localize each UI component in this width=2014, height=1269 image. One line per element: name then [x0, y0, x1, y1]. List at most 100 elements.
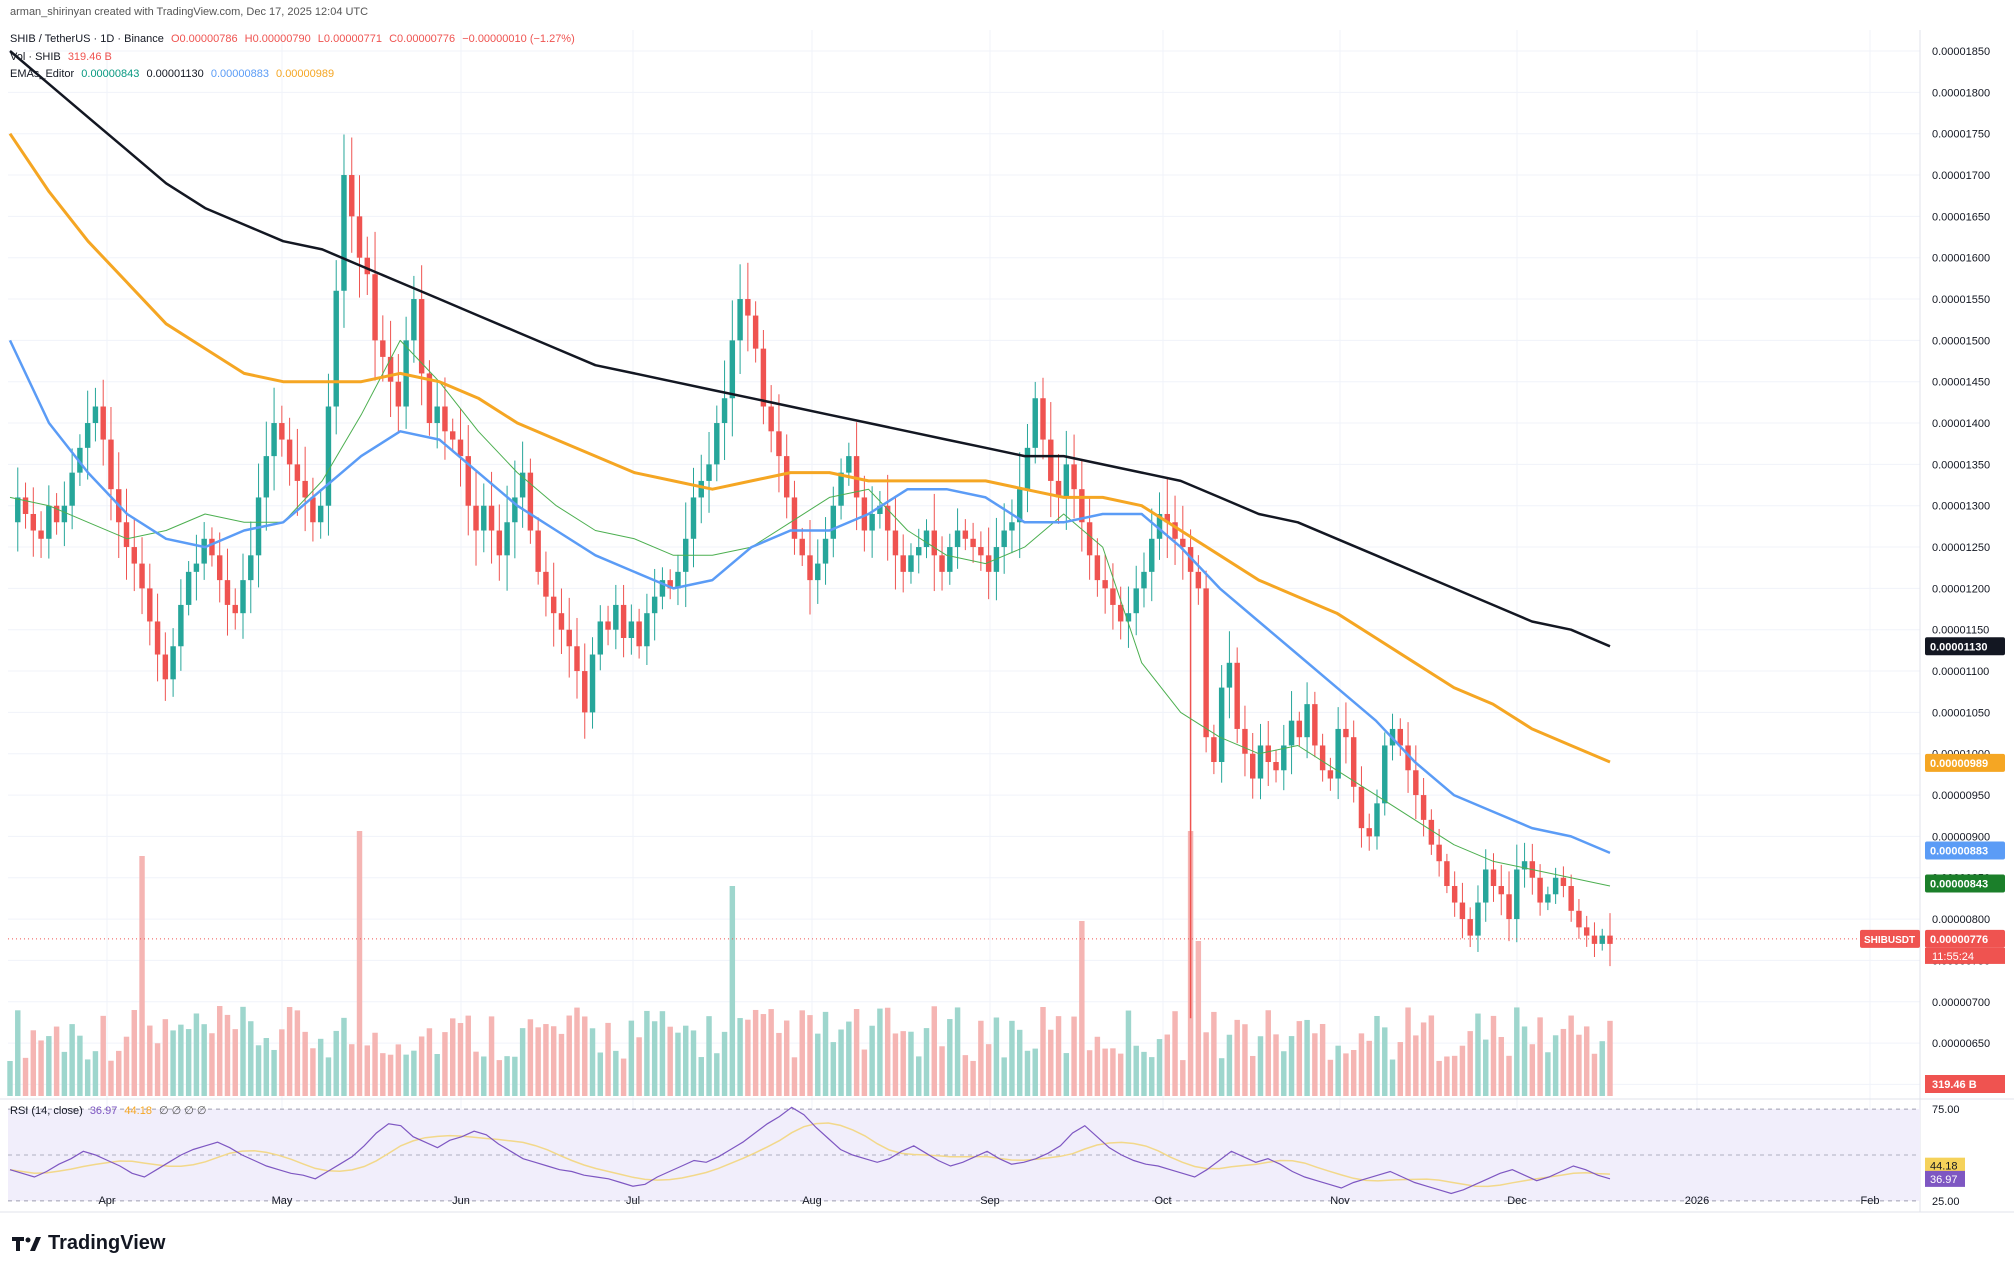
candle-body — [721, 398, 728, 424]
price-tag — [1925, 637, 2005, 656]
candle-body — [1343, 728, 1349, 738]
volume-bar — [1397, 1042, 1404, 1096]
candle-body — [675, 571, 681, 589]
candle-body — [1125, 613, 1132, 622]
time-axis-label: Dec — [1507, 1195, 1527, 1207]
price-axis-label: 0.00001750 — [1932, 129, 1990, 141]
time-axis-label: Oct — [1154, 1195, 1171, 1207]
volume-bar — [1009, 1020, 1015, 1096]
price-axis-label: 0.00001450 — [1932, 377, 1990, 389]
candle-body — [154, 621, 161, 655]
volume-bar — [1071, 1016, 1077, 1096]
symbol-title[interactable]: SHIB / TetherUS · 1D · Binance — [10, 33, 164, 45]
candles — [15, 134, 1613, 1019]
candle-body — [131, 547, 137, 564]
rsi-value-tag — [1925, 1170, 1965, 1187]
volume-bar — [527, 1019, 534, 1096]
ema-value-1: 0.00000843 — [81, 68, 140, 80]
candle-body — [1296, 720, 1303, 738]
candle-body — [830, 505, 837, 539]
rsi-ma-tag — [1925, 1157, 1965, 1174]
candle-body — [916, 547, 922, 556]
volume-bar — [1576, 1034, 1582, 1096]
volume-label[interactable]: Vol · SHIB — [10, 51, 61, 63]
candle-body — [1490, 869, 1497, 887]
candle-body — [745, 299, 751, 316]
price-axis-label: 0.00001500 — [1932, 335, 1990, 347]
volume-bar — [248, 1021, 254, 1096]
volume-bar — [310, 1048, 316, 1096]
candle-body — [473, 505, 479, 531]
volume-bar — [1327, 1059, 1334, 1096]
volume-bar — [418, 1036, 425, 1096]
volume-bar — [131, 1010, 137, 1096]
volume-bar — [1055, 1016, 1062, 1096]
volume-bar — [698, 1057, 704, 1096]
tradingview-logo[interactable]: TradingView — [12, 1232, 165, 1255]
volume-bar — [535, 1027, 541, 1096]
candle-body — [729, 340, 736, 399]
candle-body — [613, 604, 619, 630]
candle-body — [92, 406, 99, 424]
candle-body — [838, 472, 844, 506]
volume-bar — [317, 1038, 324, 1096]
rsi-label[interactable]: RSI (14, close) — [10, 1105, 83, 1117]
candle-body — [698, 480, 704, 498]
volume-bar — [1265, 1010, 1271, 1096]
candle-body — [170, 646, 176, 680]
price-tag — [1925, 874, 2005, 893]
time-axis-label: 2026 — [1685, 1195, 1709, 1207]
volume-bar — [333, 1030, 339, 1096]
volume-bar — [1040, 1007, 1046, 1096]
volume-bar — [776, 1032, 782, 1096]
volume-legend: Vol · SHIB 319.46 B — [10, 51, 116, 63]
volume-bar — [147, 1025, 153, 1096]
volume-bar — [185, 1029, 192, 1096]
volume-bar — [108, 1060, 114, 1096]
volume-bar — [302, 1031, 308, 1096]
candle-body — [1413, 770, 1419, 796]
volume-bar — [947, 1019, 953, 1096]
price-tag-value: 0.00000843 — [1930, 879, 1988, 891]
candle-body — [527, 472, 534, 531]
volume-bar — [1350, 1050, 1357, 1096]
candle-body — [776, 431, 782, 457]
volume-bar — [1242, 1024, 1248, 1096]
price-axis-label: 0.00001600 — [1932, 253, 1990, 265]
volume-bar — [737, 1018, 743, 1096]
candle-body — [1187, 547, 1194, 572]
volume-bar — [1250, 1055, 1256, 1096]
volume-bar — [341, 1017, 347, 1096]
time-axis-label: Nov — [1330, 1195, 1350, 1207]
volume-bar — [61, 1051, 68, 1096]
candle-body — [325, 406, 332, 506]
symbol-tag — [1860, 929, 1920, 948]
candle-body — [1102, 580, 1108, 589]
candle-body — [481, 505, 487, 531]
emas-label[interactable]: EMAs_Editor — [10, 68, 75, 80]
candle-body — [1467, 919, 1473, 936]
volume-bar — [846, 1021, 852, 1096]
candle-body — [667, 580, 673, 589]
price-axis-label: 0.00001100 — [1932, 666, 1989, 678]
volume-bar — [22, 1057, 29, 1096]
ohlc-high: H0.00000790 — [244, 33, 311, 45]
candle-body — [799, 538, 805, 556]
volume-bar — [294, 1010, 301, 1096]
volume-bar — [1156, 1039, 1163, 1096]
candle-body — [380, 340, 386, 357]
candle-body — [178, 604, 184, 647]
volume-bar — [1032, 1048, 1038, 1096]
price-axis-label: 0.00001800 — [1932, 87, 1990, 99]
candle-body — [271, 423, 277, 457]
price-axis-label: 0.00001400 — [1932, 418, 1990, 430]
rsi-line — [9, 1106, 1611, 1195]
rsi-ma-value: 44.18 — [124, 1105, 152, 1117]
candle-body — [620, 604, 627, 638]
ema-20-line — [9, 339, 1611, 887]
candle-body — [1071, 464, 1077, 490]
candle-body — [1599, 935, 1605, 944]
volume-bar — [442, 1032, 448, 1096]
volume-bar — [123, 1036, 130, 1096]
